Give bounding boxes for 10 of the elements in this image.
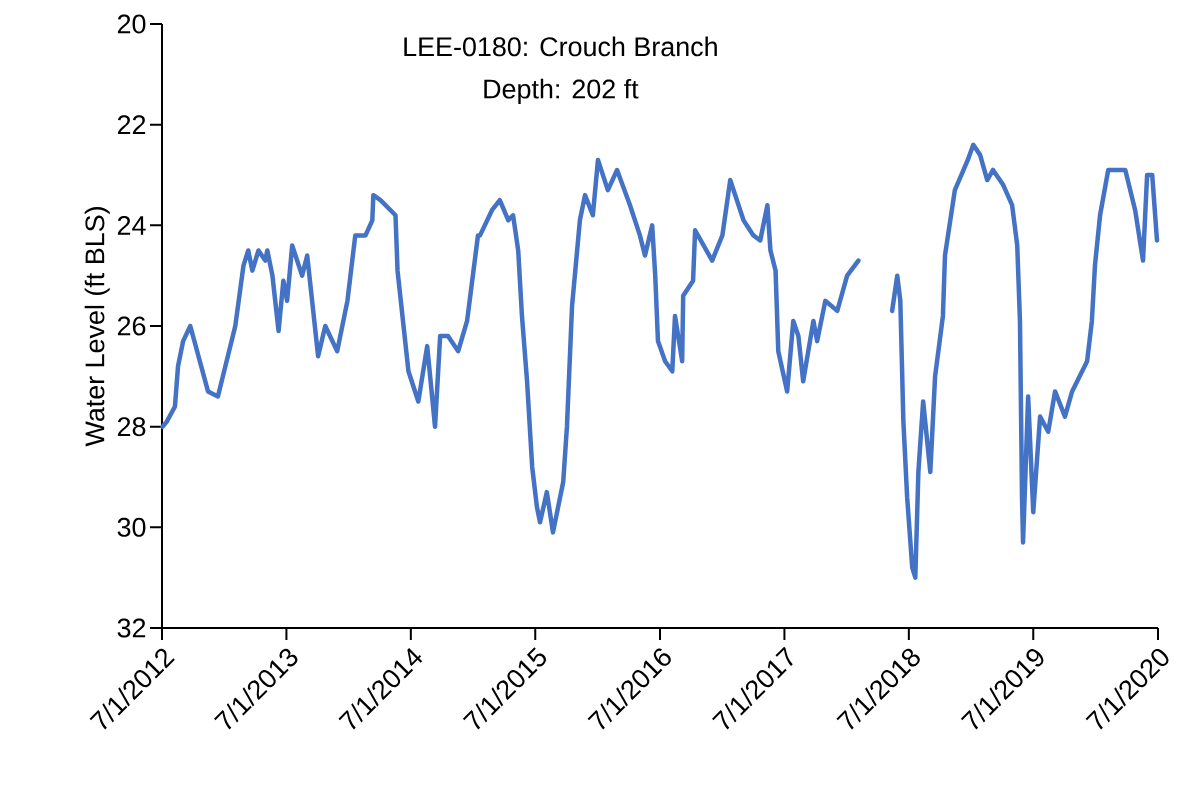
y-tick-label: 20 bbox=[117, 14, 146, 34]
y-tick-label: 26 bbox=[117, 316, 146, 336]
text: Depth: 202 ft bbox=[484, 78, 639, 104]
y-tick-label: 32 bbox=[117, 618, 146, 638]
y-tick-label: 24 bbox=[117, 215, 146, 235]
y-tick-label: 28 bbox=[117, 417, 146, 437]
chart-title: LEE-0180: Crouch Branch bbox=[404, 36, 717, 57]
y-axis-title: Water Level (ft BLS) bbox=[84, 207, 110, 447]
y-tick-label: 22 bbox=[117, 115, 146, 135]
y-tick-label: 30 bbox=[117, 517, 146, 537]
